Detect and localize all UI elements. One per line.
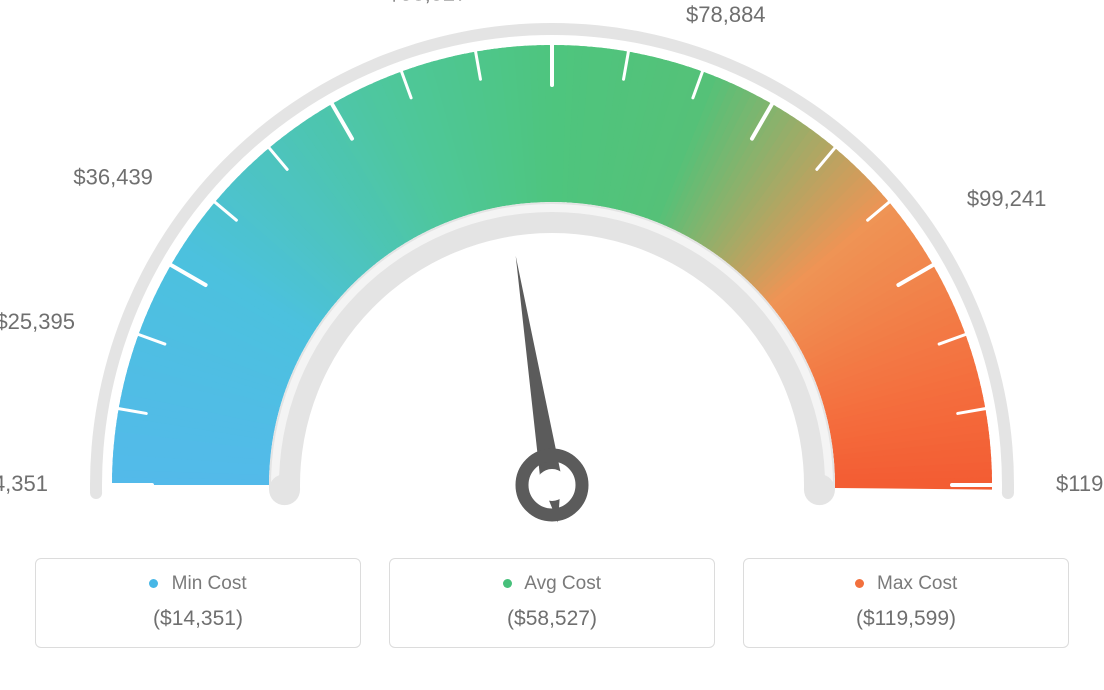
summary-cards: Min Cost ($14,351) Avg Cost ($58,527) Ma… <box>35 558 1069 648</box>
svg-text:$78,884: $78,884 <box>686 2 766 27</box>
avg-cost-label: Avg Cost <box>524 573 601 594</box>
svg-text:$99,241: $99,241 <box>967 186 1047 211</box>
min-dot-icon <box>149 579 158 588</box>
max-cost-label: Max Cost <box>877 573 957 594</box>
max-cost-value: ($119,599) <box>754 607 1058 631</box>
gauge-chart: $14,351 $25,395 $36,439 $58,527 $78,884 $99,2… <box>0 0 1104 540</box>
svg-text:$58,527: $58,527 <box>388 0 468 6</box>
avg-cost-value: ($58,527) <box>400 607 704 631</box>
svg-text:$25,395: $25,395 <box>0 309 75 334</box>
avg-dot-icon <box>503 579 512 588</box>
avg-cost-card: Avg Cost ($58,527) <box>389 558 715 648</box>
min-cost-value: ($14,351) <box>46 607 350 631</box>
svg-text:$36,439: $36,439 <box>73 164 153 189</box>
min-cost-label: Min Cost <box>172 573 247 594</box>
svg-text:$14,351: $14,351 <box>0 471 48 496</box>
svg-text:$119,599: $119,599 <box>1056 471 1104 496</box>
max-dot-icon <box>855 579 864 588</box>
cost-gauge-widget: $14,351 $25,395 $36,439 $58,527 $78,884 $99,2… <box>0 0 1104 690</box>
max-cost-card: Max Cost ($119,599) <box>743 558 1069 648</box>
min-cost-card: Min Cost ($14,351) <box>35 558 361 648</box>
